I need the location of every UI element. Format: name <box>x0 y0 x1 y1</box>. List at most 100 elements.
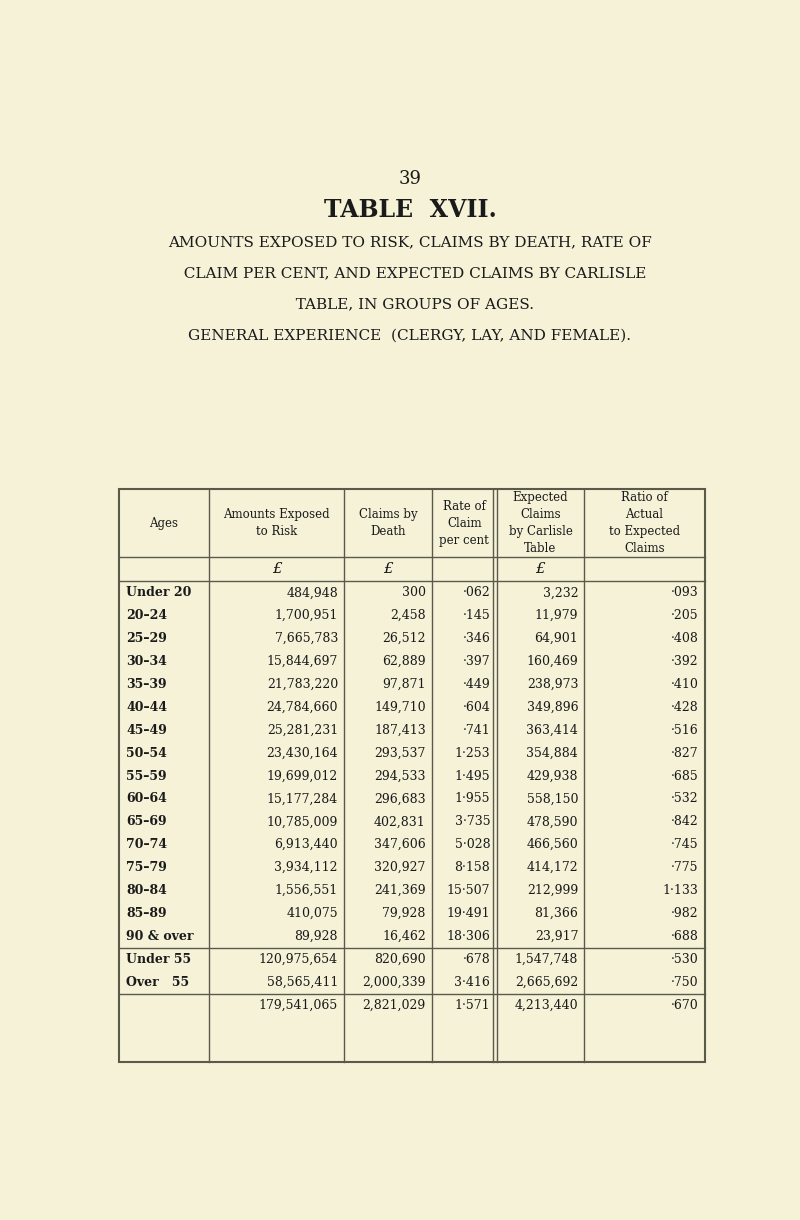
Text: 45–49: 45–49 <box>126 723 167 737</box>
Text: ·449: ·449 <box>462 678 490 691</box>
Text: 89,928: 89,928 <box>294 930 338 943</box>
Text: 18·306: 18·306 <box>446 930 490 943</box>
Text: 293,537: 293,537 <box>374 747 426 760</box>
Text: 26,512: 26,512 <box>382 632 426 645</box>
Text: ·516: ·516 <box>670 723 698 737</box>
Text: 2,458: 2,458 <box>390 609 426 622</box>
Text: 75–79: 75–79 <box>126 861 167 875</box>
Text: TABLE  XVII.: TABLE XVII. <box>324 198 496 222</box>
Text: 30–34: 30–34 <box>126 655 167 669</box>
Text: ·397: ·397 <box>462 655 490 669</box>
Text: Ages: Ages <box>150 516 178 529</box>
Text: ·982: ·982 <box>670 906 698 920</box>
Text: ·842: ·842 <box>670 815 698 828</box>
Text: Under 20: Under 20 <box>126 587 191 599</box>
Text: 466,560: 466,560 <box>526 838 578 852</box>
Text: 19·491: 19·491 <box>446 906 490 920</box>
Text: £: £ <box>272 562 282 576</box>
Text: ·685: ·685 <box>670 770 698 782</box>
Text: 79,928: 79,928 <box>382 906 426 920</box>
Text: Ratio of
Actual
to Expected
Claims: Ratio of Actual to Expected Claims <box>609 492 680 555</box>
Text: 2,665,692: 2,665,692 <box>515 976 578 988</box>
Text: 1,547,748: 1,547,748 <box>515 953 578 966</box>
Text: 81,366: 81,366 <box>534 906 578 920</box>
Text: 24,784,660: 24,784,660 <box>266 700 338 714</box>
Text: 3·416: 3·416 <box>454 976 490 988</box>
Text: ·346: ·346 <box>462 632 490 645</box>
Text: 8·158: 8·158 <box>454 861 490 875</box>
Text: 90 & over: 90 & over <box>126 930 194 943</box>
Text: 149,710: 149,710 <box>374 700 426 714</box>
Text: 25,281,231: 25,281,231 <box>266 723 338 737</box>
Text: ·750: ·750 <box>670 976 698 988</box>
Text: 39: 39 <box>398 170 422 188</box>
Text: Over   55: Over 55 <box>126 976 189 988</box>
Text: Claims by
Death: Claims by Death <box>359 508 418 538</box>
Text: ·745: ·745 <box>670 838 698 852</box>
Text: 1·571: 1·571 <box>454 998 490 1011</box>
Text: 80–84: 80–84 <box>126 884 167 897</box>
Text: £: £ <box>383 562 393 576</box>
Text: 11,979: 11,979 <box>534 609 578 622</box>
Text: 414,172: 414,172 <box>526 861 578 875</box>
Text: 296,683: 296,683 <box>374 793 426 805</box>
Text: ·093: ·093 <box>670 587 698 599</box>
Text: 241,369: 241,369 <box>374 884 426 897</box>
Text: 354,884: 354,884 <box>526 747 578 760</box>
Text: Under 55: Under 55 <box>126 953 191 966</box>
Text: 25–29: 25–29 <box>126 632 167 645</box>
Text: 85–89: 85–89 <box>126 906 166 920</box>
Text: ·688: ·688 <box>670 930 698 943</box>
Text: 50–54: 50–54 <box>126 747 167 760</box>
Text: 16,462: 16,462 <box>382 930 426 943</box>
Text: 347,606: 347,606 <box>374 838 426 852</box>
Text: ·408: ·408 <box>670 632 698 645</box>
Text: ·205: ·205 <box>670 609 698 622</box>
Text: 320,927: 320,927 <box>374 861 426 875</box>
Text: TABLE, IN GROUPS OF AGES.: TABLE, IN GROUPS OF AGES. <box>286 298 534 311</box>
Text: 10,785,009: 10,785,009 <box>266 815 338 828</box>
Text: 410,075: 410,075 <box>286 906 338 920</box>
Text: 62,889: 62,889 <box>382 655 426 669</box>
Text: ·532: ·532 <box>670 793 698 805</box>
Text: 58,565,411: 58,565,411 <box>266 976 338 988</box>
Text: 60–64: 60–64 <box>126 793 167 805</box>
Text: ·678: ·678 <box>462 953 490 966</box>
Text: ·827: ·827 <box>670 747 698 760</box>
Text: ·741: ·741 <box>462 723 490 737</box>
Text: 3·735: 3·735 <box>454 815 490 828</box>
Text: 97,871: 97,871 <box>382 678 426 691</box>
Text: 212,999: 212,999 <box>527 884 578 897</box>
Text: 187,413: 187,413 <box>374 723 426 737</box>
Text: 55–59: 55–59 <box>126 770 166 782</box>
Text: 6,913,440: 6,913,440 <box>274 838 338 852</box>
Text: ·410: ·410 <box>670 678 698 691</box>
Text: 20–24: 20–24 <box>126 609 167 622</box>
Text: CLAIM PER CENT, AND EXPECTED CLAIMS BY CARLISLE: CLAIM PER CENT, AND EXPECTED CLAIMS BY C… <box>174 267 646 281</box>
Text: 160,469: 160,469 <box>526 655 578 669</box>
Text: 1,556,551: 1,556,551 <box>274 884 338 897</box>
Text: 1·133: 1·133 <box>662 884 698 897</box>
Text: ·428: ·428 <box>670 700 698 714</box>
Text: ·604: ·604 <box>462 700 490 714</box>
Text: 1·253: 1·253 <box>454 747 490 760</box>
Text: 402,831: 402,831 <box>374 815 426 828</box>
Text: 15·507: 15·507 <box>447 884 490 897</box>
Text: ·145: ·145 <box>462 609 490 622</box>
Text: 15,177,284: 15,177,284 <box>266 793 338 805</box>
Text: 1·495: 1·495 <box>454 770 490 782</box>
Text: 363,414: 363,414 <box>526 723 578 737</box>
Text: 23,917: 23,917 <box>534 930 578 943</box>
Text: 70–74: 70–74 <box>126 838 167 852</box>
Text: AMOUNTS EXPOSED TO RISK, CLAIMS BY DEATH, RATE OF: AMOUNTS EXPOSED TO RISK, CLAIMS BY DEATH… <box>168 235 652 250</box>
Text: 294,533: 294,533 <box>374 770 426 782</box>
Text: Amounts Exposed
to Risk: Amounts Exposed to Risk <box>223 508 330 538</box>
Text: 2,821,029: 2,821,029 <box>362 998 426 1011</box>
Text: 21,783,220: 21,783,220 <box>266 678 338 691</box>
Text: 7,665,783: 7,665,783 <box>274 632 338 645</box>
Text: ·530: ·530 <box>670 953 698 966</box>
Text: £: £ <box>535 562 546 576</box>
Text: Rate of
Claim
per cent: Rate of Claim per cent <box>439 500 489 547</box>
Text: 35–39: 35–39 <box>126 678 166 691</box>
Text: 558,150: 558,150 <box>526 793 578 805</box>
